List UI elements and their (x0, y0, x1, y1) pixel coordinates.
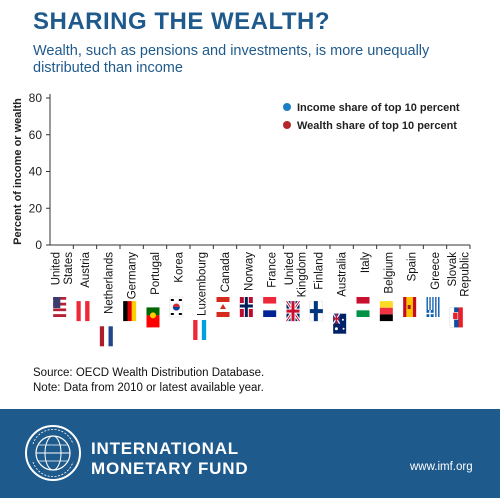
footer-banner: INTERNATIONAL MONETARY FUND www.imf.org (0, 409, 500, 498)
data-note: Note: Data from 2010 or latest available… (33, 382, 264, 394)
belgium-flag (379, 301, 393, 322)
category-label: Spain (407, 252, 419, 281)
category-label: Finland (313, 252, 325, 290)
category-label-group: Luxembourg (197, 252, 209, 316)
category-label: Republic (460, 252, 472, 297)
category-label: Portugal (150, 252, 162, 295)
spain-flag (403, 297, 417, 317)
category-label-group: Belgium (383, 252, 395, 294)
category-label: Norway (243, 252, 255, 291)
australia-flag (332, 313, 347, 334)
category-label-group: Finland (313, 252, 325, 290)
imf-seal-icon (25, 425, 81, 481)
category-label: Netherlands (103, 252, 115, 314)
y-tick-label: 40 (29, 165, 43, 179)
korea-flag (169, 296, 184, 318)
category-label-group: Korea (173, 251, 185, 282)
legend-marker (283, 103, 291, 111)
slovakia-flag (449, 307, 463, 328)
chart-title: SHARING THE WEALTH? (33, 8, 331, 35)
website-link[interactable]: www.imf.org (410, 461, 473, 473)
legend-label: Income share of top 10 percent (297, 102, 460, 114)
category-label-group: Spain (407, 252, 419, 281)
legend-label: Wealth share of top 10 percent (297, 120, 457, 132)
category-label: Austria (80, 251, 92, 287)
category-label-group: Austria (80, 251, 92, 287)
y-tick-label: 80 (29, 91, 43, 105)
category-label: Belgium (383, 252, 395, 294)
france-flag (263, 297, 277, 317)
category-label: Italy (360, 252, 372, 273)
category-label-group: Netherlands (103, 252, 115, 314)
chart: 0 20 40 60 80 Percent of income or wealth Inco… (12, 91, 472, 347)
us-flag (53, 297, 67, 317)
category-label: Luxembourg (197, 252, 209, 316)
chart-notes: Source: OECD Wealth Distribution Databas… (33, 366, 264, 396)
category-label-group: Australia (337, 251, 349, 296)
y-tick-label: 20 (29, 201, 43, 215)
category-label-group: United States (50, 252, 75, 285)
finland-flag (309, 300, 324, 322)
category-label: Slovak (447, 252, 459, 287)
category-label-group: Greece (430, 252, 442, 290)
category-label-group: Slovak Republic (447, 252, 472, 297)
category-label: Australia (337, 251, 349, 296)
germany-flag (123, 301, 137, 322)
category-label: Kingdom (296, 252, 308, 297)
uk-flag (285, 300, 301, 322)
norway-flag (239, 297, 253, 317)
chart-subtitle: Wealth, such as pensions and investments… (33, 43, 430, 76)
category-label: United (50, 252, 62, 285)
category-label: States (63, 252, 75, 285)
category-label-group: Canada (220, 251, 232, 292)
category-label: United (284, 252, 296, 285)
netherlands-flag (99, 326, 113, 347)
greece-flag (426, 297, 440, 317)
austria-flag (76, 301, 90, 322)
canada-flag (216, 297, 230, 317)
category-label-group: Norway (243, 252, 255, 291)
category-label-group: Italy (360, 252, 372, 273)
category-label-group: Portugal (150, 252, 162, 295)
category-label: Korea (173, 251, 185, 282)
org-name: INTERNATIONAL MONETARY FUND (91, 439, 248, 479)
italy-flag (356, 297, 370, 317)
source-note: Source: OECD Wealth Distribution Databas… (33, 367, 265, 379)
category-label-group: France (267, 252, 279, 288)
category-label-group: Germany (127, 252, 139, 300)
portugal-flag (146, 307, 160, 328)
y-axis-label: Percent of income or wealth (12, 98, 24, 245)
y-tick-label: 60 (29, 128, 43, 142)
legend-marker (283, 121, 291, 129)
org-name-line1: INTERNATIONAL (91, 439, 239, 458)
category-label: France (267, 252, 279, 288)
org-name-line2: MONETARY FUND (91, 459, 249, 478)
category-label: Germany (127, 252, 139, 300)
y-tick-label: 0 (35, 238, 42, 252)
luxembourg-flag (193, 320, 207, 340)
category-label-group: United Kingdom (284, 252, 309, 297)
category-label: Greece (430, 252, 442, 290)
category-label: Canada (220, 251, 232, 292)
